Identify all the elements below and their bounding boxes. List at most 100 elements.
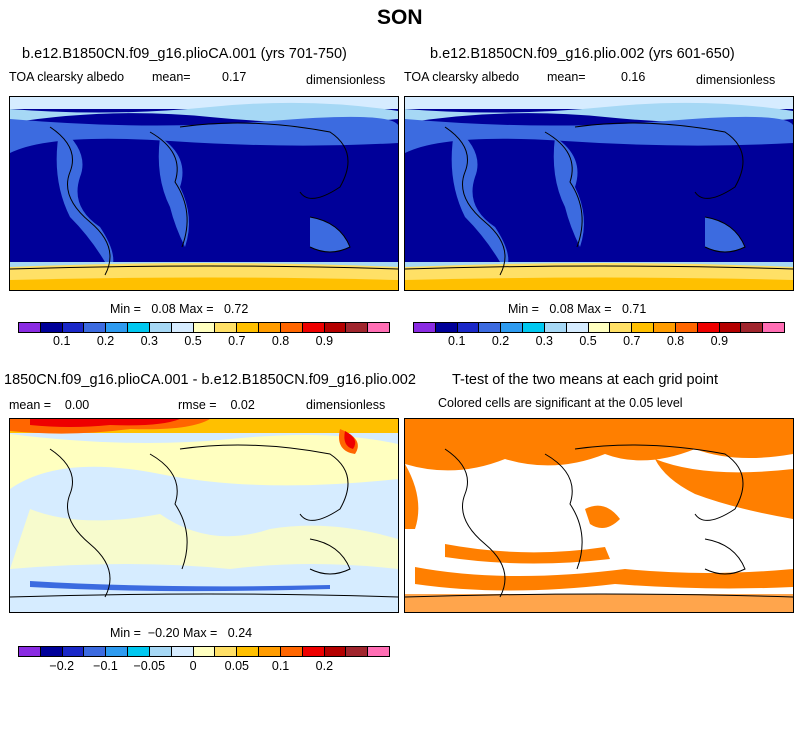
colorbar-swatch (346, 647, 369, 656)
panel-1-colorbar-ticks: 0.1 0.2 0.3 0.5 0.7 0.8 0.9 (18, 334, 390, 350)
colorbar-swatch (280, 647, 303, 656)
colorbar-tick-label: 0.5 (579, 334, 597, 348)
colorbar-swatch (128, 323, 150, 332)
panel-1-variable: TOA clearsky albedo (9, 70, 125, 84)
colorbar-swatch (237, 323, 260, 332)
colorbar-swatch (62, 647, 85, 656)
colorbar-swatch (719, 323, 742, 332)
panel-4-map (404, 418, 794, 613)
colorbar-swatch (763, 323, 785, 332)
figure-title: SON (377, 6, 423, 29)
panel-3-colorbar (18, 646, 390, 657)
colorbar-swatch (259, 647, 281, 656)
colorbar-swatch (237, 647, 260, 656)
colorbar-tick-label: 0.7 (623, 334, 641, 348)
colorbar-swatch (588, 323, 611, 332)
colorbar-tick-label: 0.9 (315, 334, 334, 348)
colorbar-tick-label: 0.7 (228, 334, 246, 348)
colorbar-swatch (632, 323, 655, 332)
colorbar-swatch (62, 323, 85, 332)
colorbar-tick-label: 0.8 (666, 334, 685, 348)
colorbar-swatch (106, 323, 129, 332)
colorbar-tick-label: 0.1 (448, 334, 466, 348)
panel-1-map (9, 96, 399, 291)
panel-2-colorbar-ticks: 0.1 0.2 0.3 0.5 0.7 0.8 0.9 (413, 334, 785, 350)
panel-2-minmax: Min = 0.08 Max = 0.71 (508, 302, 647, 316)
colorbar-tick-label: 0.1 (53, 334, 71, 348)
colorbar-swatch (697, 323, 720, 332)
panel-2-variable: TOA clearsky albedo (404, 70, 520, 84)
colorbar-swatch (171, 323, 194, 332)
colorbar-swatch (302, 323, 325, 332)
colorbar-swatch (171, 647, 194, 656)
colorbar-tick-label: −0.1 (93, 659, 118, 673)
panel-3-minmax: Min = −0.20 Max = 0.24 (110, 626, 253, 640)
colorbar-swatch (215, 323, 238, 332)
panel-3-title: 1850CN.f09_g16.plioCA.001 - b.e12.B1850C… (4, 372, 416, 388)
colorbar-swatch (566, 323, 589, 332)
panel-1-title: b.e12.B1850CN.f09_g16.plioCA.001 (yrs 70… (22, 46, 347, 62)
colorbar-swatch (40, 647, 63, 656)
colorbar-swatch (193, 323, 216, 332)
panel-1-minmax: Min = 0.08 Max = 0.72 (110, 302, 249, 316)
panel-3-colorbar-ticks: −0.2 −0.1 −0.05 0 0.05 0.1 0.2 (18, 659, 390, 675)
colorbar-tick-label: 0.05 (224, 659, 249, 673)
colorbar-swatch (368, 647, 390, 656)
colorbar-swatch (741, 323, 764, 332)
colorbar-swatch (544, 323, 567, 332)
colorbar-tick-label: 0.1 (271, 659, 290, 673)
colorbar-swatch (501, 323, 524, 332)
panel-3-rmse: rmse = 0.02 (178, 398, 255, 412)
panel-2-mean-value: 0.16 (621, 70, 646, 84)
colorbar-swatch (324, 323, 347, 332)
colorbar-swatch (19, 647, 41, 656)
panel-1-mean-value: 0.17 (222, 70, 247, 84)
panel-1-units: dimensionless (306, 73, 386, 87)
colorbar-swatch (479, 323, 502, 332)
colorbar-swatch (414, 323, 436, 332)
colorbar-swatch (193, 647, 216, 656)
panel-2-units: dimensionless (696, 73, 776, 87)
panel-2-map (404, 96, 794, 291)
colorbar-tick-label: −0.05 (133, 659, 166, 673)
colorbar-tick-label: 0.5 (184, 334, 202, 348)
colorbar-swatch (368, 323, 390, 332)
colorbar-swatch (149, 323, 172, 332)
colorbar-swatch (302, 647, 325, 656)
panel-1-colorbar (18, 322, 390, 333)
colorbar-swatch (106, 647, 129, 656)
colorbar-swatch (128, 647, 150, 656)
colorbar-tick-label: 0.3 (140, 334, 158, 348)
colorbar-swatch (84, 323, 107, 332)
colorbar-tick-label: 0.2 (96, 334, 115, 348)
colorbar-swatch (19, 323, 41, 332)
colorbar-swatch (324, 647, 347, 656)
colorbar-tick-label: 0.9 (710, 334, 729, 348)
colorbar-tick-label: 0.8 (271, 334, 290, 348)
colorbar-swatch (610, 323, 633, 332)
panel-2-title: b.e12.B1850CN.f09_g16.plio.002 (yrs 601-… (430, 46, 735, 62)
panel-2-colorbar (413, 322, 785, 333)
colorbar-swatch (675, 323, 698, 332)
colorbar-swatch (149, 647, 172, 656)
colorbar-swatch (654, 323, 676, 332)
colorbar-swatch (259, 323, 281, 332)
panel-1-mean-label: mean= (152, 70, 191, 84)
panel-4-title: T-test of the two means at each grid poi… (452, 372, 718, 388)
colorbar-swatch (523, 323, 545, 332)
colorbar-swatch (457, 323, 480, 332)
colorbar-tick-label: 0 (189, 659, 197, 673)
colorbar-swatch (280, 323, 303, 332)
colorbar-tick-label: 0.2 (315, 659, 334, 673)
panel-3-map (9, 418, 399, 613)
panel-3-mean: mean = 0.00 (9, 398, 90, 412)
colorbar-swatch (435, 323, 458, 332)
colorbar-swatch (346, 323, 369, 332)
colorbar-swatch (215, 647, 238, 656)
panel-4-subtitle: Colored cells are significant at the 0.0… (438, 396, 683, 410)
panel-2-mean-label: mean= (547, 70, 586, 84)
colorbar-tick-label: 0.3 (535, 334, 553, 348)
colorbar-swatch (84, 647, 107, 656)
colorbar-tick-label: 0.2 (491, 334, 510, 348)
colorbar-tick-label: −0.2 (49, 659, 75, 673)
